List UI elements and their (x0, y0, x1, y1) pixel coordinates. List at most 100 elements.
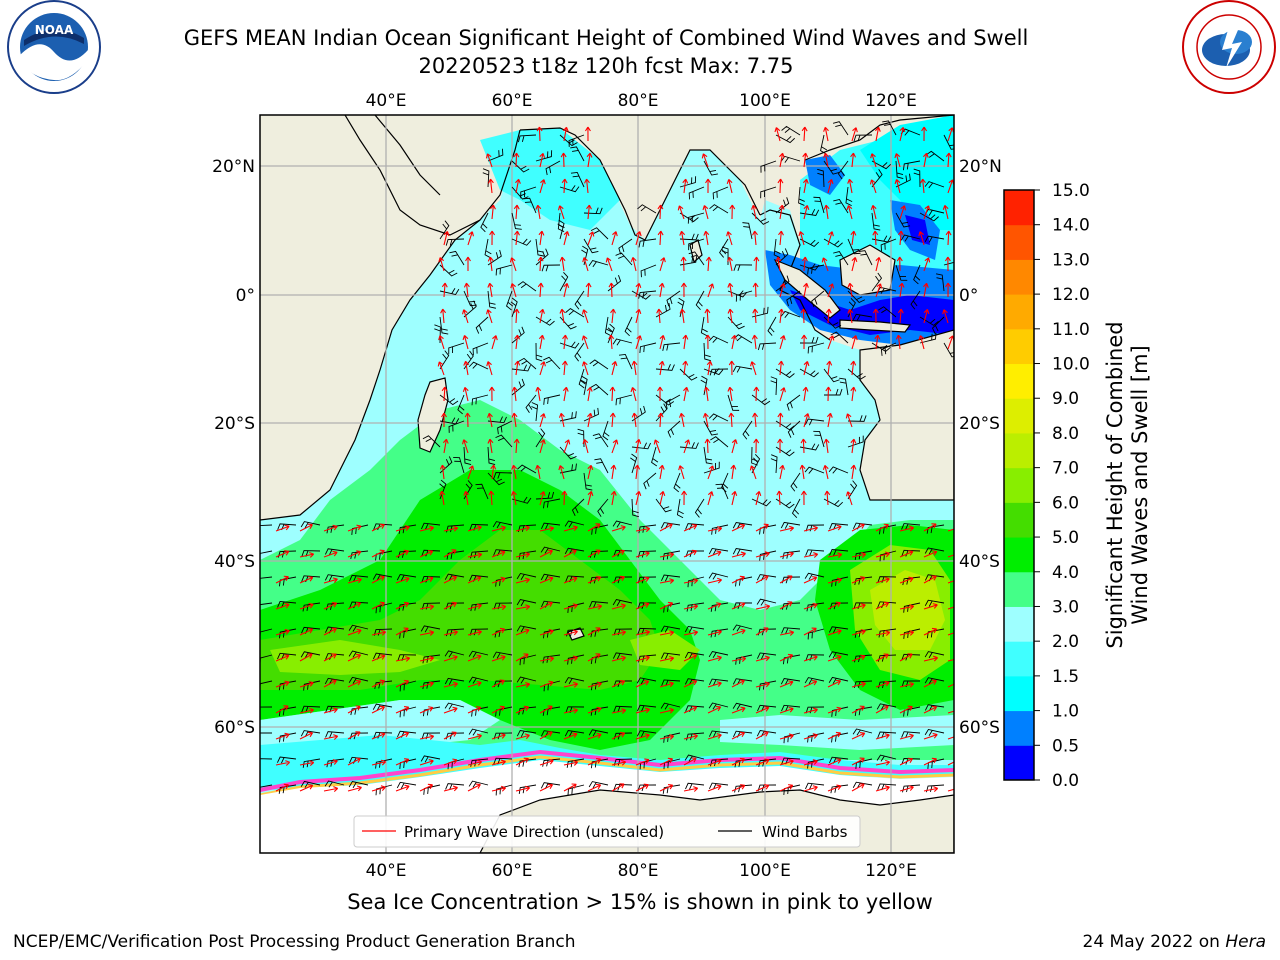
wave-arrow (347, 628, 362, 636)
wave-arrow (562, 386, 569, 402)
wind-barbs (260, 120, 954, 796)
wave-arrow (658, 360, 665, 376)
wave-arrow (611, 708, 627, 714)
colorbar-segment (1004, 363, 1034, 399)
wind-barb (349, 574, 369, 582)
wind-barb (877, 576, 897, 583)
wave-arrow (634, 464, 641, 480)
wave-arrow (635, 438, 642, 454)
colorbar-tick-label: 0.5 (1052, 736, 1079, 756)
wind-barb (665, 394, 681, 410)
wave-arrow (827, 731, 842, 740)
wave-arrow (347, 757, 361, 766)
wave-arrow (707, 526, 723, 532)
colorbar-tick-label: 5.0 (1052, 528, 1079, 548)
wave-arrow (630, 256, 637, 272)
wind-barb (325, 731, 345, 738)
wave-arrow (275, 524, 290, 532)
wave-arrow (441, 412, 447, 428)
wave-arrow (923, 257, 931, 272)
wind-barb (349, 601, 369, 609)
wind-barb (615, 394, 633, 406)
wave-arrow (441, 386, 448, 402)
wave-arrow (659, 734, 675, 740)
wind-barb (350, 706, 369, 716)
wave-arrow (826, 412, 833, 428)
wind-barb (471, 706, 489, 717)
wave-arrow (515, 577, 530, 584)
wave-arrow (539, 308, 545, 324)
wind-barb (879, 524, 897, 535)
wind-barb (468, 361, 489, 370)
wind-barb (495, 264, 513, 276)
colorbar-segment (1004, 571, 1034, 607)
wave-arrow (467, 783, 481, 792)
wave-arrow (731, 334, 737, 350)
wave-arrow (535, 386, 542, 402)
wave-arrow (875, 577, 890, 584)
wave-arrow (779, 759, 794, 766)
wave-arrow (539, 549, 553, 558)
wave-arrow (825, 386, 832, 402)
wave-arrow (605, 257, 613, 272)
wind-barb (913, 168, 921, 188)
wind-barb (615, 252, 633, 266)
wind-barb (775, 275, 790, 292)
wave-arrow (515, 705, 530, 714)
wave-arrow (779, 680, 794, 688)
wave-arrow (752, 282, 759, 298)
wave-arrow (582, 361, 589, 376)
wind-barb (854, 550, 873, 560)
wind-barb (518, 550, 537, 560)
wave-arrow (275, 550, 290, 558)
wave-arrow (731, 523, 746, 532)
wave-arrow (945, 230, 952, 246)
wind-barb (574, 290, 585, 310)
wave-arrow (582, 257, 589, 272)
wave-arrow (611, 783, 625, 792)
wind-barb (278, 784, 297, 794)
wind-barb (445, 783, 465, 790)
wave-arrow (680, 256, 687, 272)
wave-arrow (491, 550, 506, 558)
wind-barb (804, 572, 825, 580)
wind-barb (493, 472, 513, 479)
wind-barb (568, 134, 585, 147)
footer-credit: NCEP/EMC/Verification Post Processing Pr… (13, 932, 576, 952)
wind-barb (351, 524, 369, 535)
wave-arrow (611, 549, 625, 558)
lat-tick-left-40s: 40°S (214, 552, 255, 572)
wind-barb (791, 498, 801, 519)
wave-arrow (779, 575, 793, 584)
wind-barb (742, 222, 753, 240)
wind-barb (457, 394, 465, 415)
wave-arrow (921, 126, 928, 142)
wave-arrow (827, 335, 835, 350)
wind-barb (770, 454, 778, 474)
wind-barb (663, 732, 681, 743)
wind-barb (830, 331, 849, 344)
wave-arrow (611, 759, 627, 766)
wave-arrow (491, 335, 498, 350)
wave-arrow (705, 256, 712, 272)
wave-arrow (755, 575, 769, 584)
wave-arrow (683, 757, 697, 766)
wave-arrow (875, 283, 883, 298)
wave-arrow (752, 230, 758, 246)
wind-barb (813, 196, 825, 214)
wave-arrow (827, 552, 843, 559)
wind-barb (631, 498, 639, 518)
colorbar-tick-label: 9.0 (1052, 389, 1079, 409)
wind-barb (511, 212, 522, 230)
wind-barb (260, 602, 273, 612)
wind-barb (703, 461, 720, 474)
wind-barb (880, 342, 897, 356)
wave-arrow (563, 707, 579, 714)
wind-barb (804, 418, 825, 426)
wave-arrow (587, 653, 601, 662)
wave-arrow (419, 576, 434, 584)
wave-arrow (731, 439, 738, 454)
wind-barb (790, 472, 801, 492)
wind-barb (525, 394, 537, 414)
wave-arrow (803, 576, 818, 584)
